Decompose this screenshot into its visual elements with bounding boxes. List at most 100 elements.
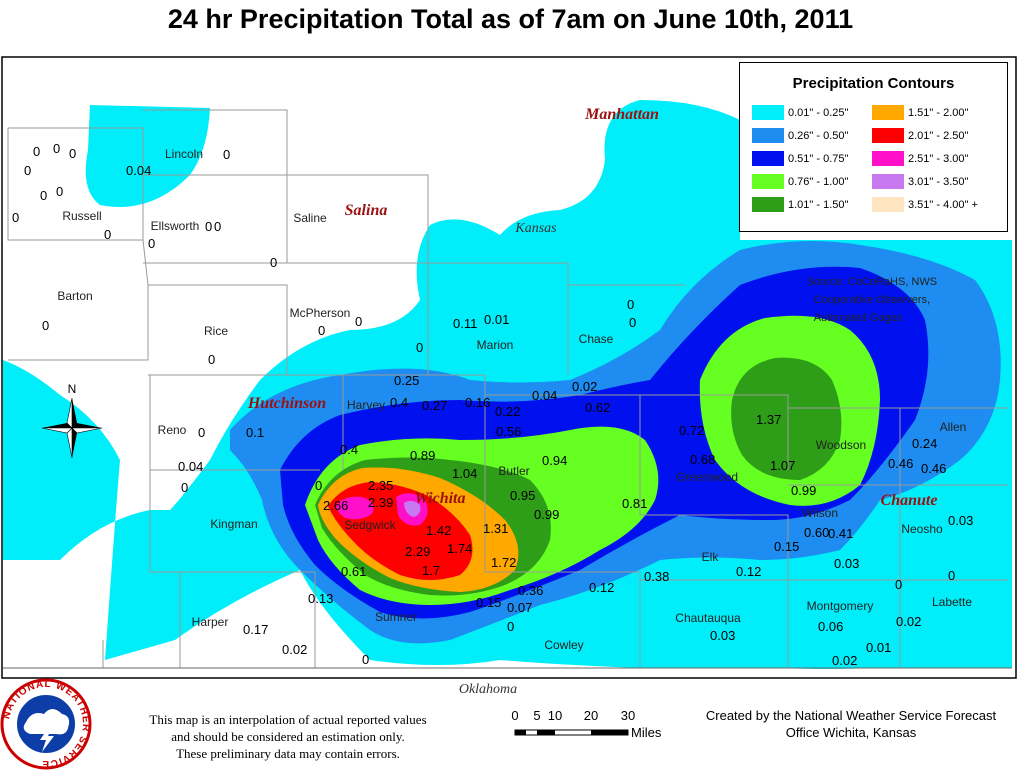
contour-3-50 [404, 500, 421, 517]
precip-value: 0.15 [774, 539, 799, 554]
county-label: Labette [932, 595, 972, 609]
legend-label: 0.01" - 0.25" [788, 107, 849, 119]
precip-value: 0 [362, 652, 369, 667]
nws-logo-icon: NATIONAL WEATHER SERVICE [0, 678, 92, 770]
county-label: Sumner [375, 610, 417, 624]
county-label: Ellsworth [151, 219, 200, 233]
precip-value: 0 [198, 425, 205, 440]
precip-value: 1.31 [483, 521, 508, 536]
scale-tick: 20 [584, 708, 598, 723]
precip-value: 0.72 [679, 423, 704, 438]
precip-value: 0 [214, 219, 221, 234]
county-label: Marion [477, 338, 514, 352]
precip-value: 1.07 [770, 458, 795, 473]
county-label: McPherson [290, 306, 351, 320]
precip-value: 0.03 [710, 628, 735, 643]
state-label-kansas: Kansas [514, 221, 557, 236]
precip-value: 0.36 [518, 583, 543, 598]
precip-value: 2.29 [405, 544, 430, 559]
precip-value: 1.7 [422, 563, 440, 578]
compass-icon: N [41, 382, 103, 459]
county-label: Lincoln [165, 147, 203, 161]
county-label: Woodson [816, 438, 866, 452]
precip-value: 0.60 [804, 525, 829, 540]
county-boundaries [3, 109, 1012, 669]
precip-value: 0 [355, 314, 362, 329]
legend-swatch [752, 174, 784, 189]
legend-swatch [752, 197, 784, 212]
state-labels: Kansas Oklahoma [459, 221, 557, 697]
precip-value: 0.4 [390, 395, 408, 410]
precip-value: 0.03 [834, 556, 859, 571]
city-label-hutchinson: Hutchinson [247, 395, 326, 412]
legend-swatch [872, 128, 904, 143]
precip-value: 0.99 [534, 507, 559, 522]
precip-value: 0.25 [394, 373, 419, 388]
source-line: Cooperative Observers, [814, 294, 930, 306]
legend-label: 1.51" - 2.00" [908, 107, 969, 119]
precip-value: 0.02 [896, 614, 921, 629]
city-labels: Manhattan Salina Hutchinson Wichita Chan… [247, 106, 938, 509]
precip-value: 0 [42, 318, 49, 333]
legend-swatch [752, 151, 784, 166]
precip-value: 0.04 [126, 163, 151, 178]
legend-label: 0.76" - 1.00" [788, 176, 849, 188]
precip-value: 0 [148, 236, 155, 251]
county-label: Reno [158, 423, 187, 437]
county-label: Elk [702, 550, 720, 564]
legend-swatch [752, 105, 784, 120]
precip-value: 0.1 [246, 425, 264, 440]
precip-value: 0.81 [622, 496, 647, 511]
precip-value: 0 [53, 141, 60, 156]
precip-value: 0.4 [340, 442, 358, 457]
precip-value: 0 [205, 219, 212, 234]
precip-value: 0.17 [243, 622, 268, 637]
legend-swatch [872, 105, 904, 120]
credit: Created by the National Weather Service … [690, 707, 1012, 741]
precip-value: 0.41 [828, 526, 853, 541]
precip-value: 1.72 [491, 555, 516, 570]
county-label: Cowley [544, 638, 583, 652]
legend-swatch [872, 151, 904, 166]
scale-bar: 0 5 10 20 30 Miles [510, 706, 680, 746]
county-labels: Russell Lincoln Ellsworth Saline Barton … [57, 147, 972, 652]
precip-value: 0.04 [178, 459, 203, 474]
precip-value: 0.15 [476, 595, 501, 610]
credit-line: Office Wichita, Kansas [785, 725, 917, 740]
precip-value: 0.06 [818, 619, 843, 634]
legend-label: 3.51" - 4.00" + [908, 199, 978, 211]
precip-value: 0.13 [308, 591, 333, 606]
precip-value: 0 [507, 619, 514, 634]
precip-value: 0.01 [866, 640, 891, 655]
scale-tick: 5 [533, 708, 540, 723]
precip-value: 0 [69, 146, 76, 161]
disclaimer-line: This map is an interpolation of actual r… [149, 712, 427, 727]
map-title: 24 hr Precipitation Total as of 7am on J… [167, 4, 854, 34]
county-label: Butler [498, 464, 529, 478]
legend-label: 2.01" - 2.50" [908, 130, 969, 142]
city-label-wichita: Wichita [415, 490, 466, 507]
county-label: Wilson [802, 506, 838, 520]
precip-values: 0 0 0 0 0 0 0 0.04 0 0 0 0 0 0 0 0 0 0 0… [12, 141, 973, 668]
precip-value: 0.56 [496, 424, 521, 439]
precip-value: 0 [208, 352, 215, 367]
contour-1-50-east [731, 357, 842, 480]
scale-tick: 0 [511, 708, 518, 723]
precip-value: 2.39 [368, 495, 393, 510]
precip-value: 0.22 [495, 404, 520, 419]
legend-label: 3.01" - 3.50" [908, 176, 969, 188]
precip-value: 1.37 [756, 412, 781, 427]
precip-value: 0.89 [410, 448, 435, 463]
precip-value: 0 [627, 297, 634, 312]
precip-value: 0.46 [888, 456, 913, 471]
precip-value: 0.27 [422, 398, 447, 413]
city-label-salina: Salina [345, 202, 388, 219]
county-label: Russell [62, 209, 101, 223]
precip-value: 0 [56, 184, 63, 199]
legend-label: 0.51" - 0.75" [788, 153, 849, 165]
precip-value: 0 [318, 323, 325, 338]
precip-value: 0 [315, 478, 322, 493]
precip-value: 1.74 [447, 541, 472, 556]
county-label: Allen [940, 420, 967, 434]
disclaimer-line: These preliminary data may contain error… [176, 746, 400, 761]
